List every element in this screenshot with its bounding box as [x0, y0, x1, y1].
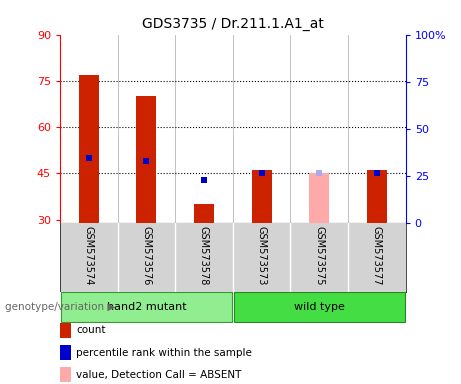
- Text: GSM573573: GSM573573: [257, 226, 266, 286]
- Bar: [367, 170, 387, 223]
- Text: genotype/variation ▶: genotype/variation ▶: [5, 302, 115, 312]
- Text: GSM573578: GSM573578: [199, 226, 209, 286]
- Bar: [79, 74, 99, 223]
- Text: percentile rank within the sample: percentile rank within the sample: [76, 348, 252, 358]
- Text: wild type: wild type: [294, 302, 345, 312]
- Text: GSM573575: GSM573575: [314, 226, 324, 286]
- Text: GSM573577: GSM573577: [372, 226, 382, 286]
- Bar: [252, 170, 272, 223]
- FancyBboxPatch shape: [234, 293, 405, 322]
- FancyBboxPatch shape: [61, 293, 231, 322]
- Text: GSM573574: GSM573574: [84, 226, 94, 286]
- Text: count: count: [76, 325, 106, 335]
- Text: value, Detection Call = ABSENT: value, Detection Call = ABSENT: [76, 370, 242, 380]
- Title: GDS3735 / Dr.211.1.A1_at: GDS3735 / Dr.211.1.A1_at: [142, 17, 324, 31]
- Text: GSM573576: GSM573576: [142, 226, 151, 286]
- Bar: [194, 204, 214, 223]
- Bar: [309, 173, 329, 223]
- Bar: [136, 96, 156, 223]
- Text: hand2 mutant: hand2 mutant: [106, 302, 186, 312]
